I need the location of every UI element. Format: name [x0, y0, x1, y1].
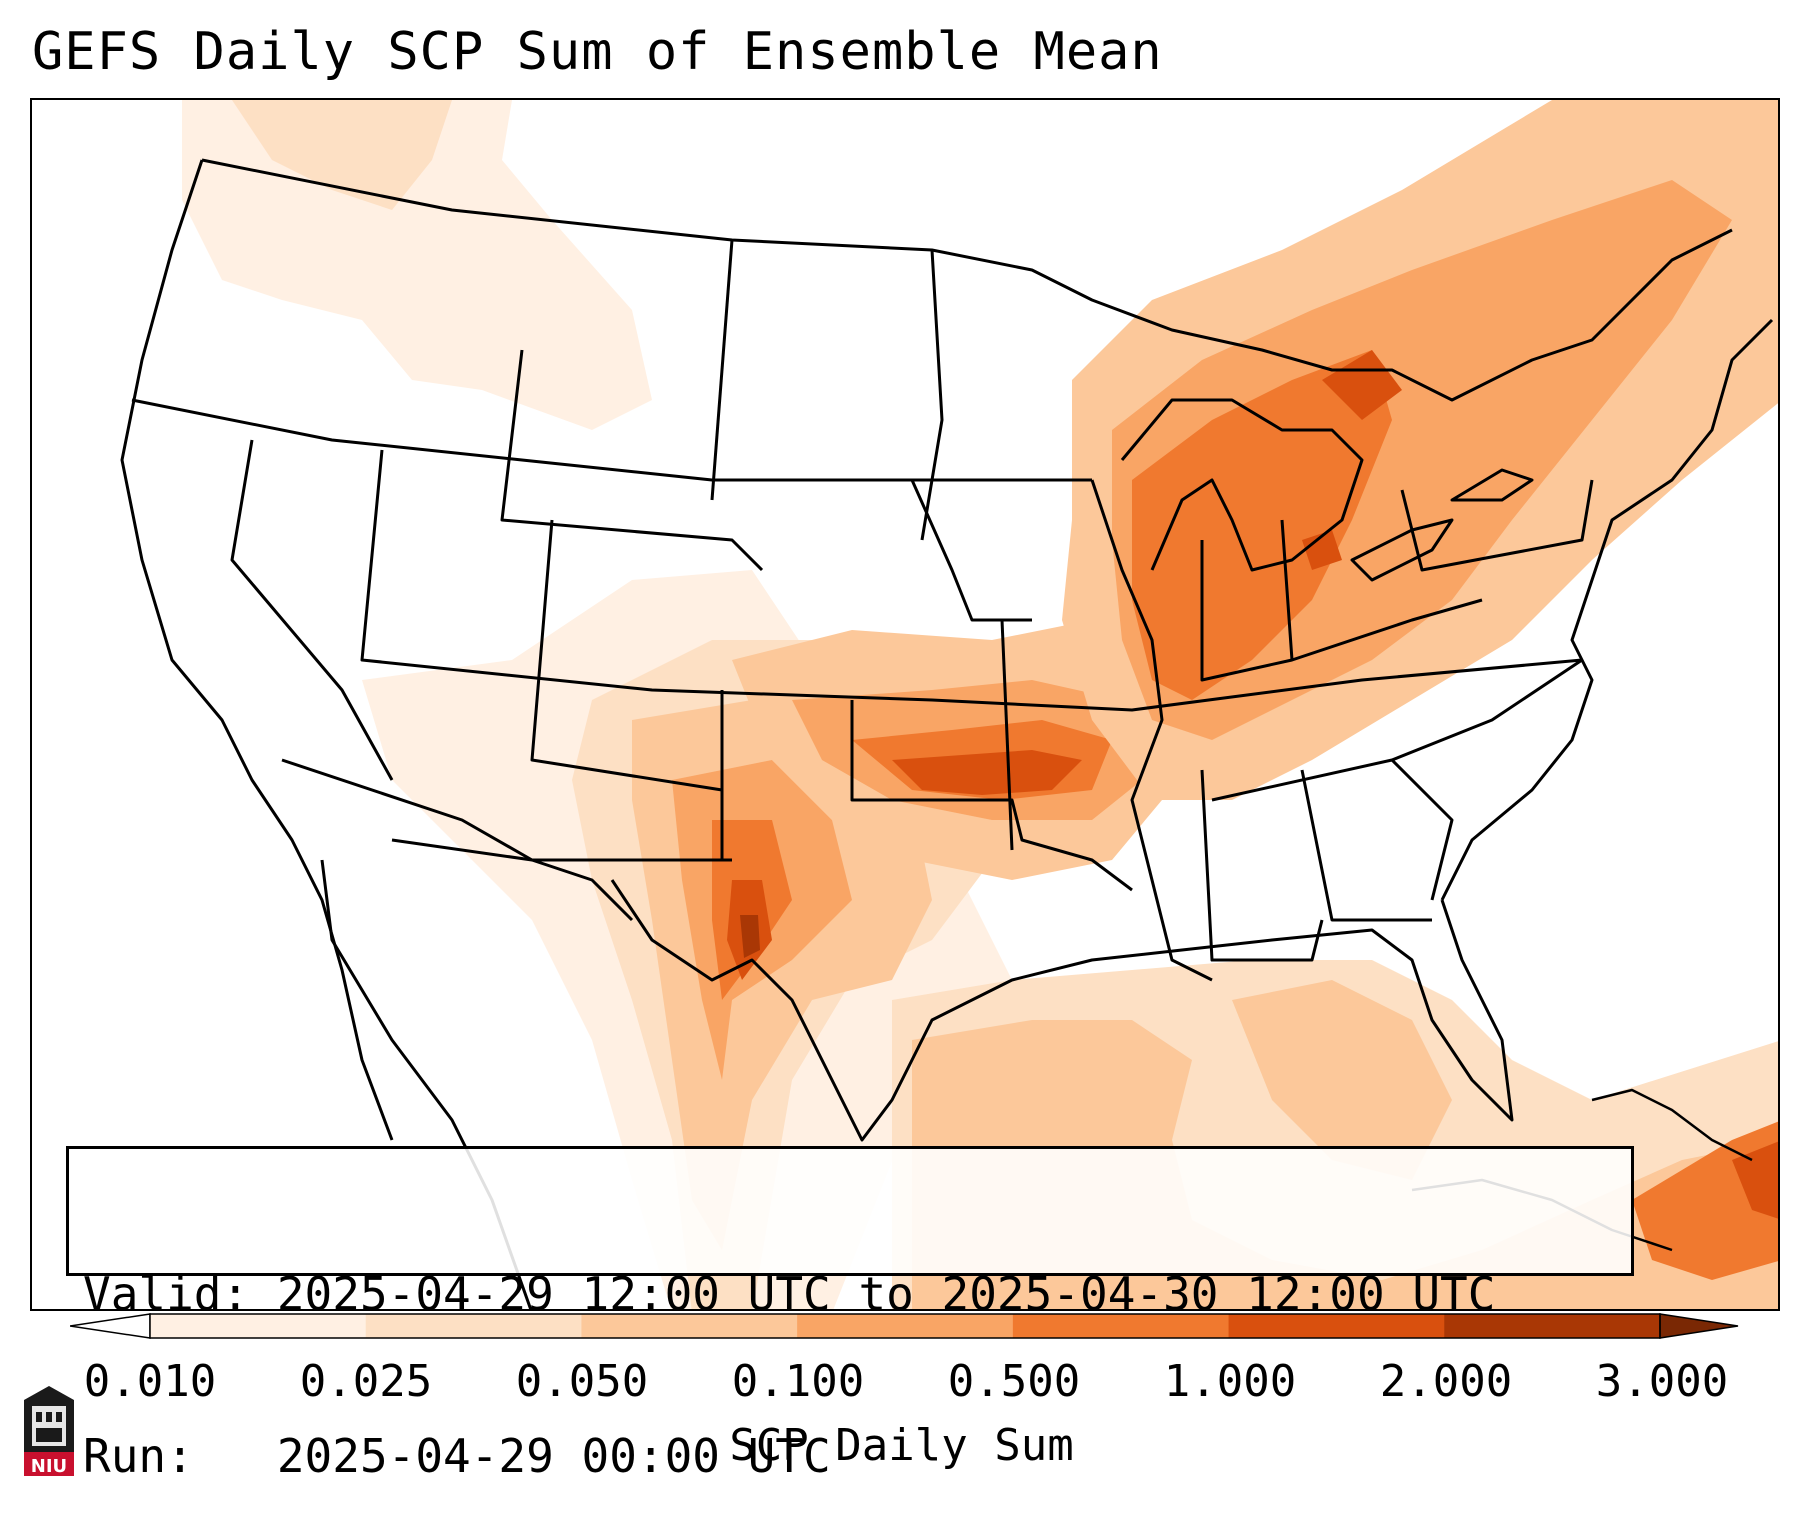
- mexico-border: [391, 838, 634, 922]
- colorbar-segment-0: [150, 1314, 367, 1338]
- us-canada-border: [201, 158, 1733, 402]
- great-lakes: [1120, 398, 1364, 572]
- logo-text: NIU: [30, 1456, 68, 1477]
- colorbar-segment-4: [1012, 1314, 1230, 1338]
- colorbar-over-arrow: [1659, 1313, 1739, 1339]
- colorbar-tick-labels: 0.010 0.025 0.050 0.100 0.500 1.000 2.00…: [0, 1356, 1803, 1416]
- field-northwest: [182, 100, 652, 430]
- scp-shaded-field: [182, 100, 1778, 1309]
- map-panel: [30, 98, 1780, 1311]
- colorbar-tick-5: 1.000: [1163, 1356, 1297, 1407]
- colorbar-tick-7: 3.000: [1595, 1356, 1729, 1407]
- east-coast: [1440, 318, 1774, 901]
- colorbar-tick-1: 0.025: [299, 1356, 433, 1407]
- colorbar-tick-0: 0.010: [83, 1356, 217, 1407]
- colorbar-segment-5: [1228, 1314, 1445, 1338]
- run-time: Run: 2025-04-29 00:00 UTC: [83, 1429, 831, 1483]
- colorbar-tick-3: 0.100: [731, 1356, 865, 1407]
- niu-logo-icon: [24, 1386, 74, 1476]
- colorbar: [70, 1313, 1739, 1339]
- colorbar-tick-2: 0.050: [515, 1356, 649, 1407]
- west-coast: [120, 159, 394, 1141]
- colorbar-segment-2: [581, 1314, 798, 1338]
- map-title: GEFS Daily SCP Sum of Ensemble Mean: [32, 22, 1163, 82]
- colorbar-tick-6: 2.000: [1379, 1356, 1513, 1407]
- colorbar-tick-4: 0.500: [947, 1356, 1081, 1407]
- colorbar-under-arrow: [70, 1313, 151, 1339]
- gulf-coast: [610, 879, 1514, 1142]
- colorbar-segments: [150, 1314, 1661, 1338]
- colorbar-label: SCP Daily Sum: [729, 1420, 1074, 1471]
- colorbar-segment-1: [365, 1314, 582, 1338]
- colorbar-segment-6: [1444, 1314, 1661, 1338]
- valid-run-box: Valid: 2025-04-29 12:00 UTC to 2025-04-3…: [66, 1146, 1634, 1483]
- map-svg: [120, 100, 1778, 1309]
- valid-time: Valid: 2025-04-29 12:00 UTC to 2025-04-3…: [83, 1267, 1496, 1321]
- state-boundaries: [120, 158, 1774, 1309]
- colorbar-segment-3: [797, 1314, 1014, 1338]
